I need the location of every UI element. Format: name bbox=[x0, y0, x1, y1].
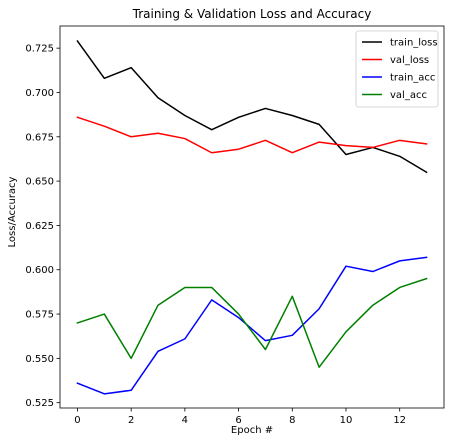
axes-layer: 0 2 4 6 8 10 12 0.525 0.550 0.575 0.600 0.625 0.650 0… bbox=[25, 25, 445, 426]
legend-label-val-loss: val_loss bbox=[390, 55, 429, 66]
series-line-val-acc bbox=[76, 277, 428, 368]
x-tick-label: 2 bbox=[128, 415, 134, 426]
chart-title: Training & Validation Loss and Accuracy bbox=[132, 7, 372, 21]
plot-area bbox=[76, 40, 428, 395]
x-tick-label: 6 bbox=[235, 415, 241, 426]
x-tick-label: 10 bbox=[340, 415, 353, 426]
x-tick-label: 0 bbox=[74, 415, 80, 426]
y-tick-label: 0.700 bbox=[25, 88, 54, 99]
y-tick-label: 0.550 bbox=[25, 354, 54, 365]
legend-label-train-acc: train_acc bbox=[390, 73, 435, 84]
y-axis-label: Loss/Accuracy bbox=[7, 176, 18, 247]
y-tick-label: 0.650 bbox=[25, 177, 54, 188]
axes-frame bbox=[59, 25, 445, 409]
y-tick-label: 0.725 bbox=[25, 44, 54, 55]
x-tick-label: 8 bbox=[289, 415, 295, 426]
legend-label-val-acc: val_acc bbox=[390, 90, 427, 101]
series-line-train-loss bbox=[76, 40, 428, 174]
y-tick-label: 0.575 bbox=[25, 310, 54, 321]
x-tick-label: 4 bbox=[182, 415, 188, 426]
y-tick-label: 0.525 bbox=[25, 398, 54, 409]
y-tick-label: 0.600 bbox=[25, 265, 54, 276]
legend-box bbox=[355, 30, 439, 108]
x-tick-label: 12 bbox=[393, 415, 406, 426]
y-tick-label: 0.675 bbox=[25, 132, 54, 143]
series-line-val-loss bbox=[76, 116, 428, 154]
legend-label-train-loss: train_loss bbox=[390, 38, 438, 49]
x-axis-label: Epoch # bbox=[231, 425, 273, 436]
legend: train_loss val_loss train_acc val_acc bbox=[355, 30, 439, 108]
series-line-train-acc bbox=[76, 256, 428, 395]
y-tick-label: 0.625 bbox=[25, 221, 54, 232]
